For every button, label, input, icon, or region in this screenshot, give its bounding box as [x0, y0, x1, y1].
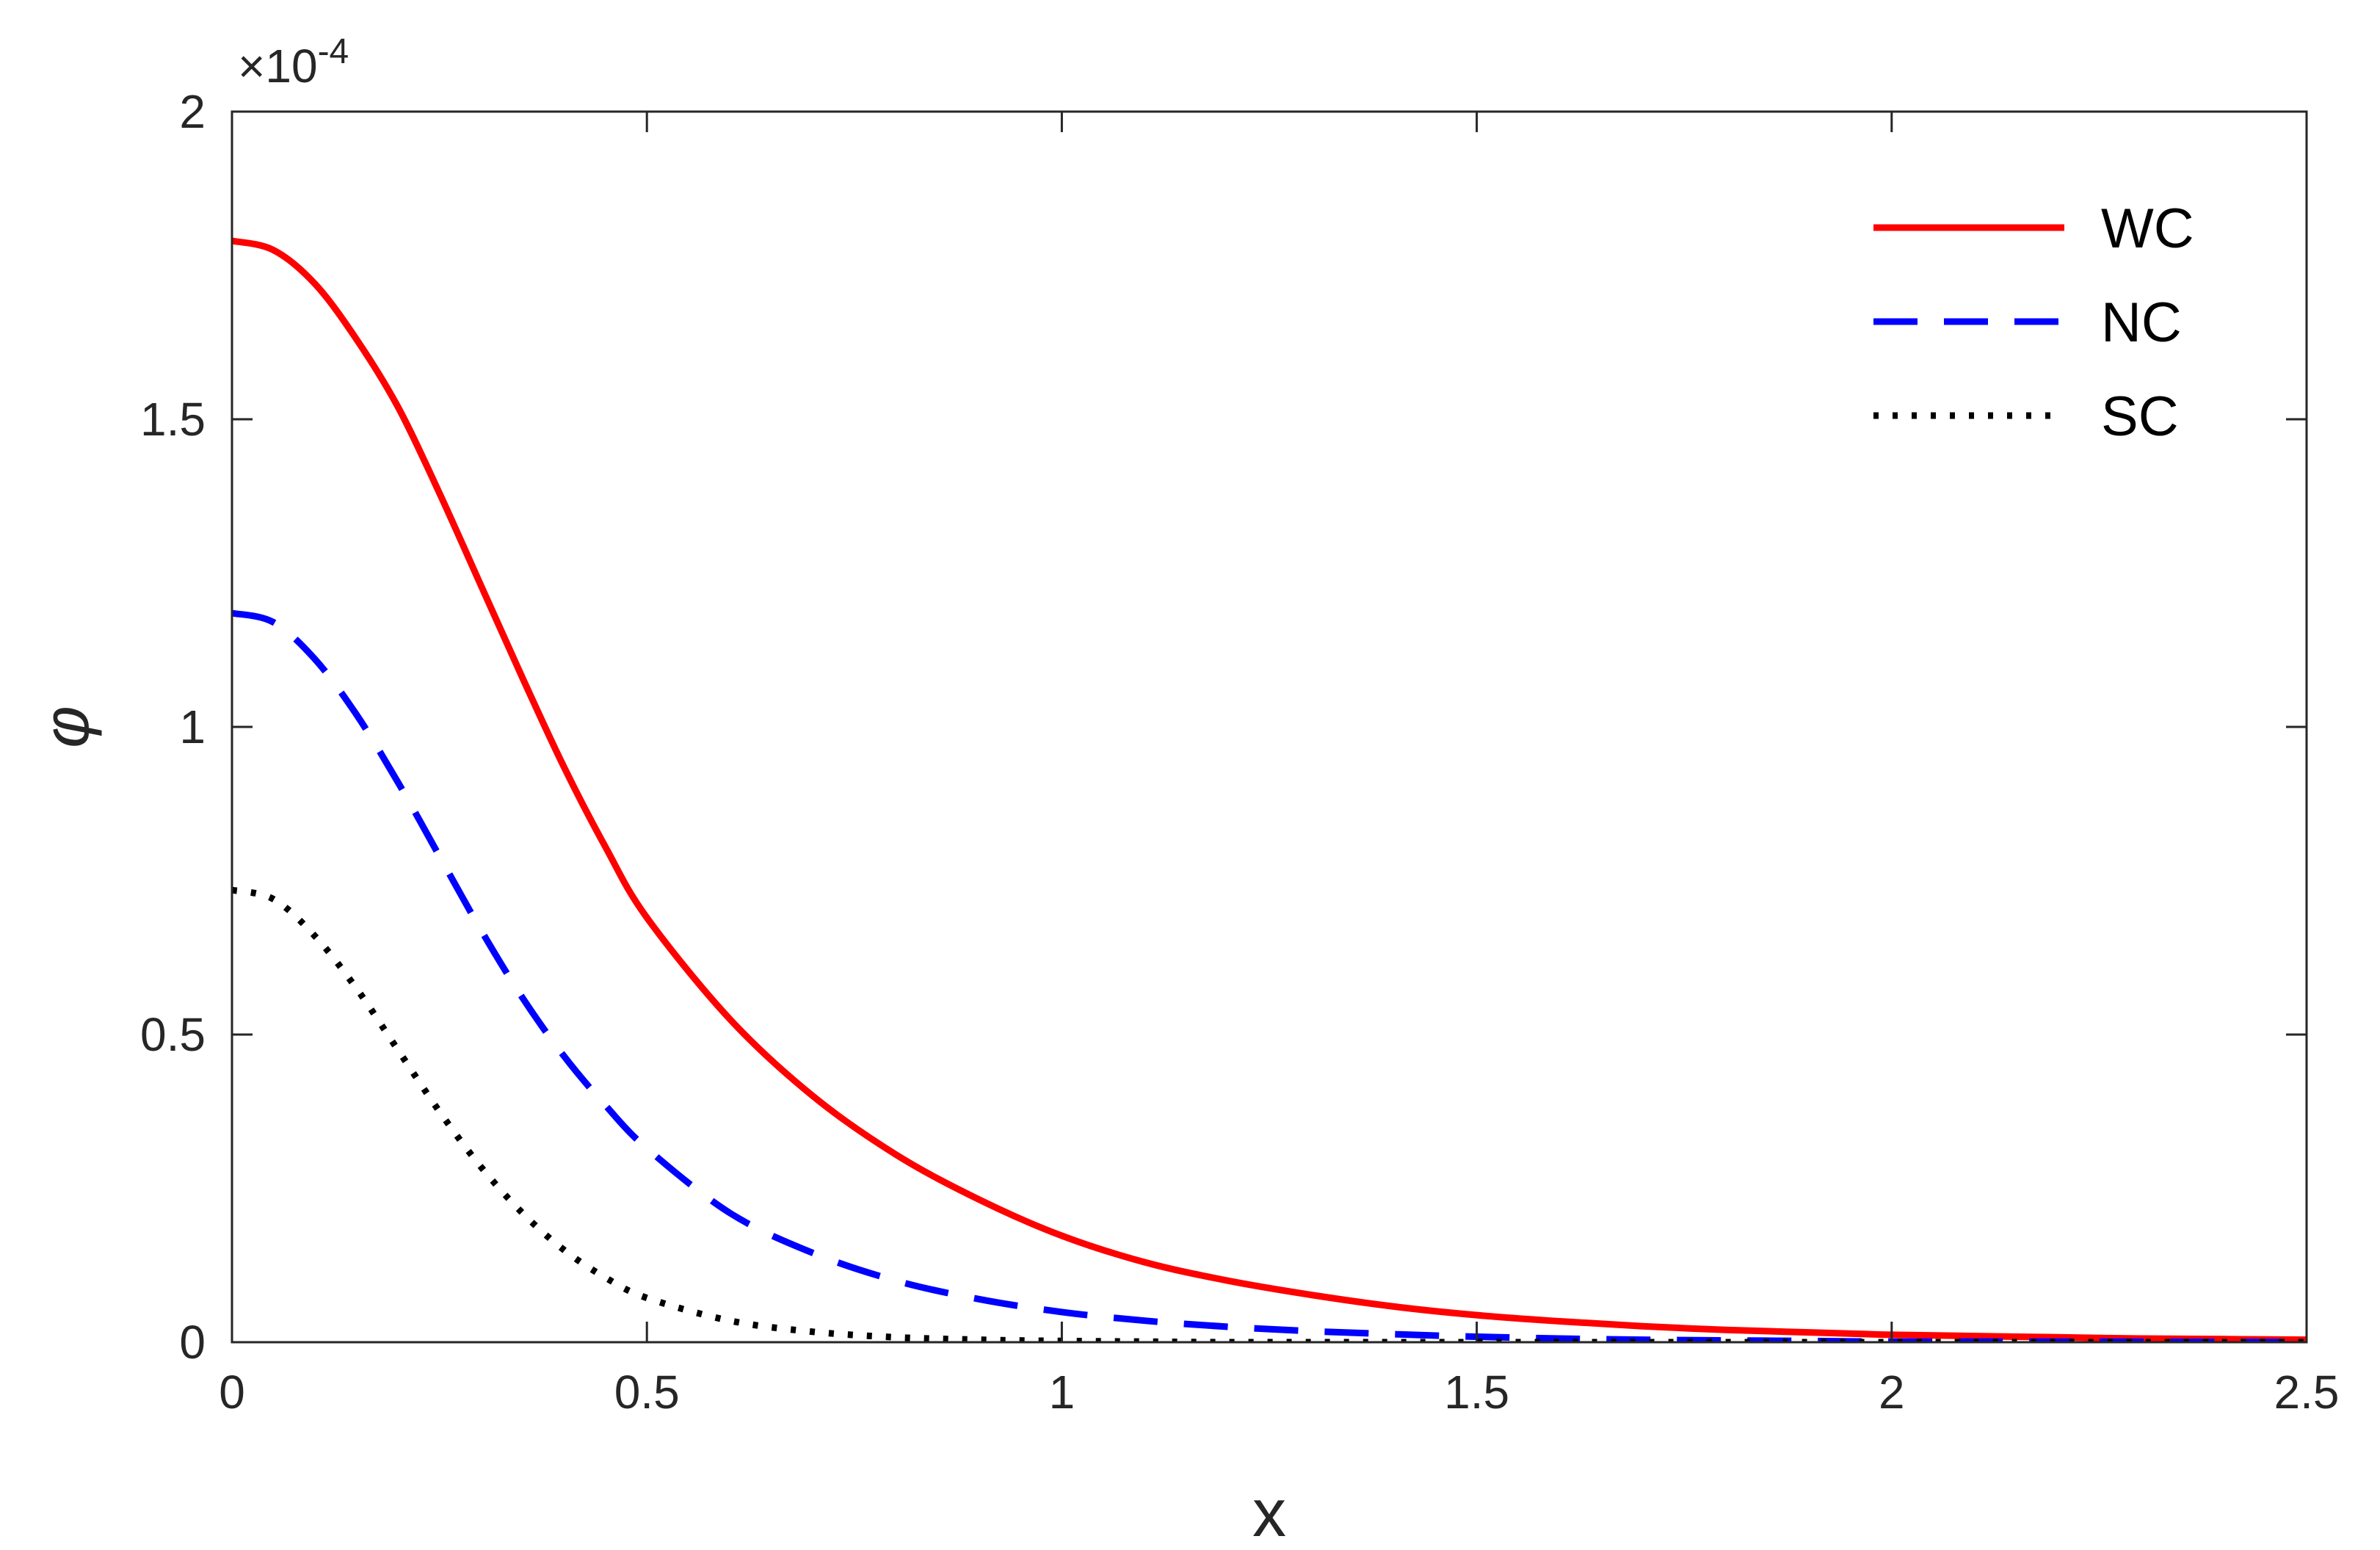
plot-area	[232, 237, 2307, 1342]
y-tick-label: 0	[179, 1316, 206, 1369]
x-tick-label: 0.5	[614, 1366, 680, 1419]
legend-label-nc: NC	[2101, 291, 2182, 354]
legend-label-sc: SC	[2101, 385, 2179, 448]
x-tick-label: 0	[219, 1366, 245, 1419]
legend: WC NC SC	[1873, 198, 2194, 448]
x-axis-title: x	[1252, 1476, 1286, 1550]
y-tick-label: 2	[179, 85, 206, 138]
series-line-sc	[232, 886, 2307, 1342]
series-line-wc	[232, 237, 2307, 1342]
x-tick-label: 1	[1049, 1366, 1075, 1419]
y-tick-label: 1	[179, 700, 206, 753]
x-tick-label: 2	[1879, 1366, 1905, 1419]
y-tick-label: 1.5	[140, 393, 206, 446]
y-tick-label: 0.5	[140, 1008, 206, 1061]
axes: 0 0.5 1 1.5 2 2.5 0 0.5 1 1.5 2 ×10-4 x φ	[29, 32, 2339, 1550]
x-tick-label: 1.5	[1444, 1366, 1509, 1419]
y-axis-title: φ	[29, 706, 102, 747]
legend-label-wc: WC	[2101, 198, 2194, 260]
series-line-nc	[232, 609, 2307, 1342]
y-exponent-power: -4	[318, 32, 349, 71]
x-tick-label: 2.5	[2274, 1366, 2340, 1419]
y-exponent-label: ×10-4	[238, 32, 349, 93]
